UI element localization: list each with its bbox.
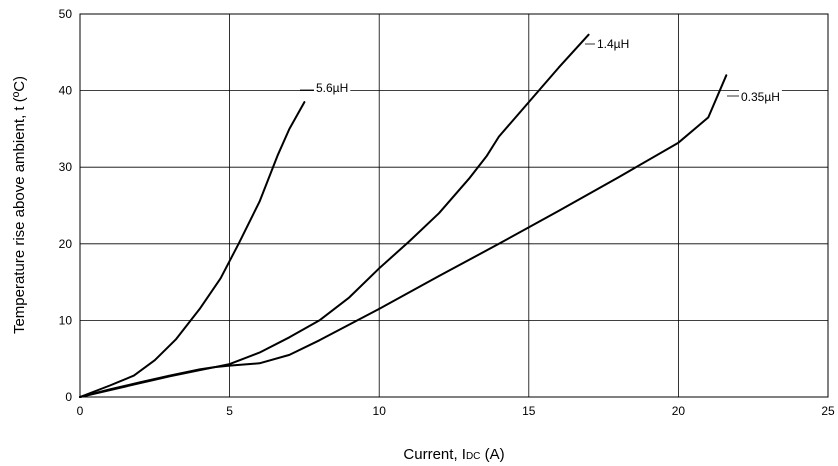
x-tick-label: 10 <box>373 404 387 418</box>
series-label: 5.6µH <box>316 81 348 95</box>
x-tick-label: 25 <box>821 404 835 418</box>
tick-labels: 0 5 10 15 20 25 0 10 20 30 40 50 <box>59 7 835 418</box>
y-tick-label: 50 <box>59 7 73 21</box>
plot-frame <box>79 13 829 398</box>
series-label-background <box>739 89 782 104</box>
x-tick-label: 20 <box>672 404 686 418</box>
series-label: 0.35µH <box>741 90 780 104</box>
series-labels: 5.6µH 1.4µH 0.35µH <box>300 36 782 104</box>
y-tick-label: 10 <box>59 313 73 327</box>
series-label: 1.4µH <box>597 37 629 51</box>
y-tick-label: 40 <box>59 84 73 98</box>
grid <box>79 13 829 398</box>
x-tick-label: 15 <box>522 404 536 418</box>
y-tick-label: 20 <box>59 237 73 251</box>
x-axis-label: Current, IDC (A) <box>403 446 504 463</box>
series-line-0 <box>79 101 306 398</box>
x-tick-label: 0 <box>77 404 84 418</box>
x-tick-label: 5 <box>226 404 233 418</box>
y-tick-label: 0 <box>65 390 72 404</box>
series-label-background <box>595 36 632 51</box>
y-axis-label: Temperature rise above ambient, t (ºC) <box>11 76 28 334</box>
series-label-background <box>314 80 351 95</box>
series-line-2 <box>79 74 728 398</box>
series-group <box>79 33 728 398</box>
y-tick-label: 30 <box>59 160 73 174</box>
